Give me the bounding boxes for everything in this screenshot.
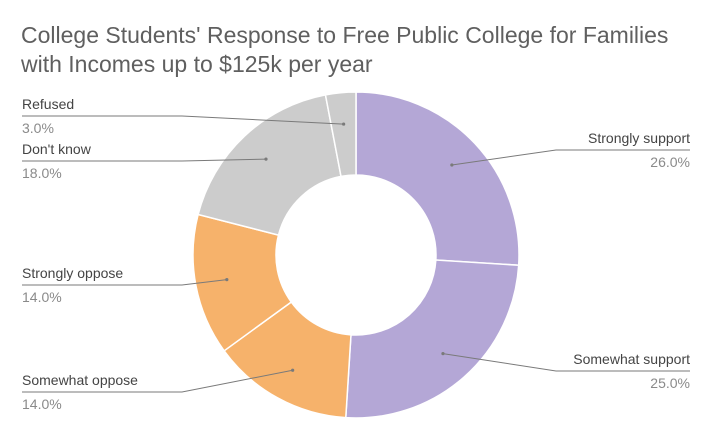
label-strongly-oppose: Strongly oppose [22, 265, 123, 281]
leader-line-strongly-oppose [22, 279, 227, 286]
slice-group [192, 91, 520, 419]
label-strongly-support: Strongly support [588, 130, 690, 146]
label-somewhat-oppose: Somewhat oppose [22, 372, 138, 388]
leader-dot-strongly-oppose [225, 278, 229, 282]
leader-line-don-t-know [22, 158, 266, 162]
slice-refused [324, 91, 357, 178]
chart-title-line-1: College Students' Response to Free Publi… [21, 22, 669, 48]
slice-somewhat-support [344, 259, 520, 419]
slice-strongly-support [355, 91, 520, 267]
leader-dot-somewhat-support [441, 352, 445, 356]
chart-title: College Students' Response to Free Publi… [21, 21, 701, 79]
leader-dot-somewhat-oppose [291, 368, 295, 372]
leader-line-group [22, 115, 690, 393]
pct-label-strongly-oppose: 14.0% [22, 289, 62, 305]
leader-dot-don-t-know [264, 157, 268, 161]
label-group: Strongly support 26.0% Somewhat support 25.… [22, 96, 690, 412]
pct-label-don-t-know: 18.0% [22, 165, 62, 181]
label-somewhat-support: Somewhat support [573, 351, 690, 367]
chart-title-line-2: with Incomes up to $125k per year [21, 51, 373, 77]
leader-line-strongly-support [451, 149, 690, 166]
pct-label-somewhat-support: 25.0% [650, 375, 690, 391]
pct-label-strongly-support: 26.0% [650, 154, 690, 170]
pct-label-somewhat-oppose: 14.0% [22, 396, 62, 412]
label-refused: Refused [22, 96, 74, 112]
leader-line-somewhat-oppose [22, 369, 293, 393]
leader-line-somewhat-support [442, 353, 690, 372]
pct-label-refused: 3.0% [22, 120, 54, 136]
leader-dot-strongly-support [450, 163, 454, 167]
label-don-t-know: Don't know [22, 141, 92, 157]
slice-don-t-know [197, 94, 342, 237]
leader-line-refused [22, 115, 344, 125]
leader-dot-refused [342, 122, 346, 126]
